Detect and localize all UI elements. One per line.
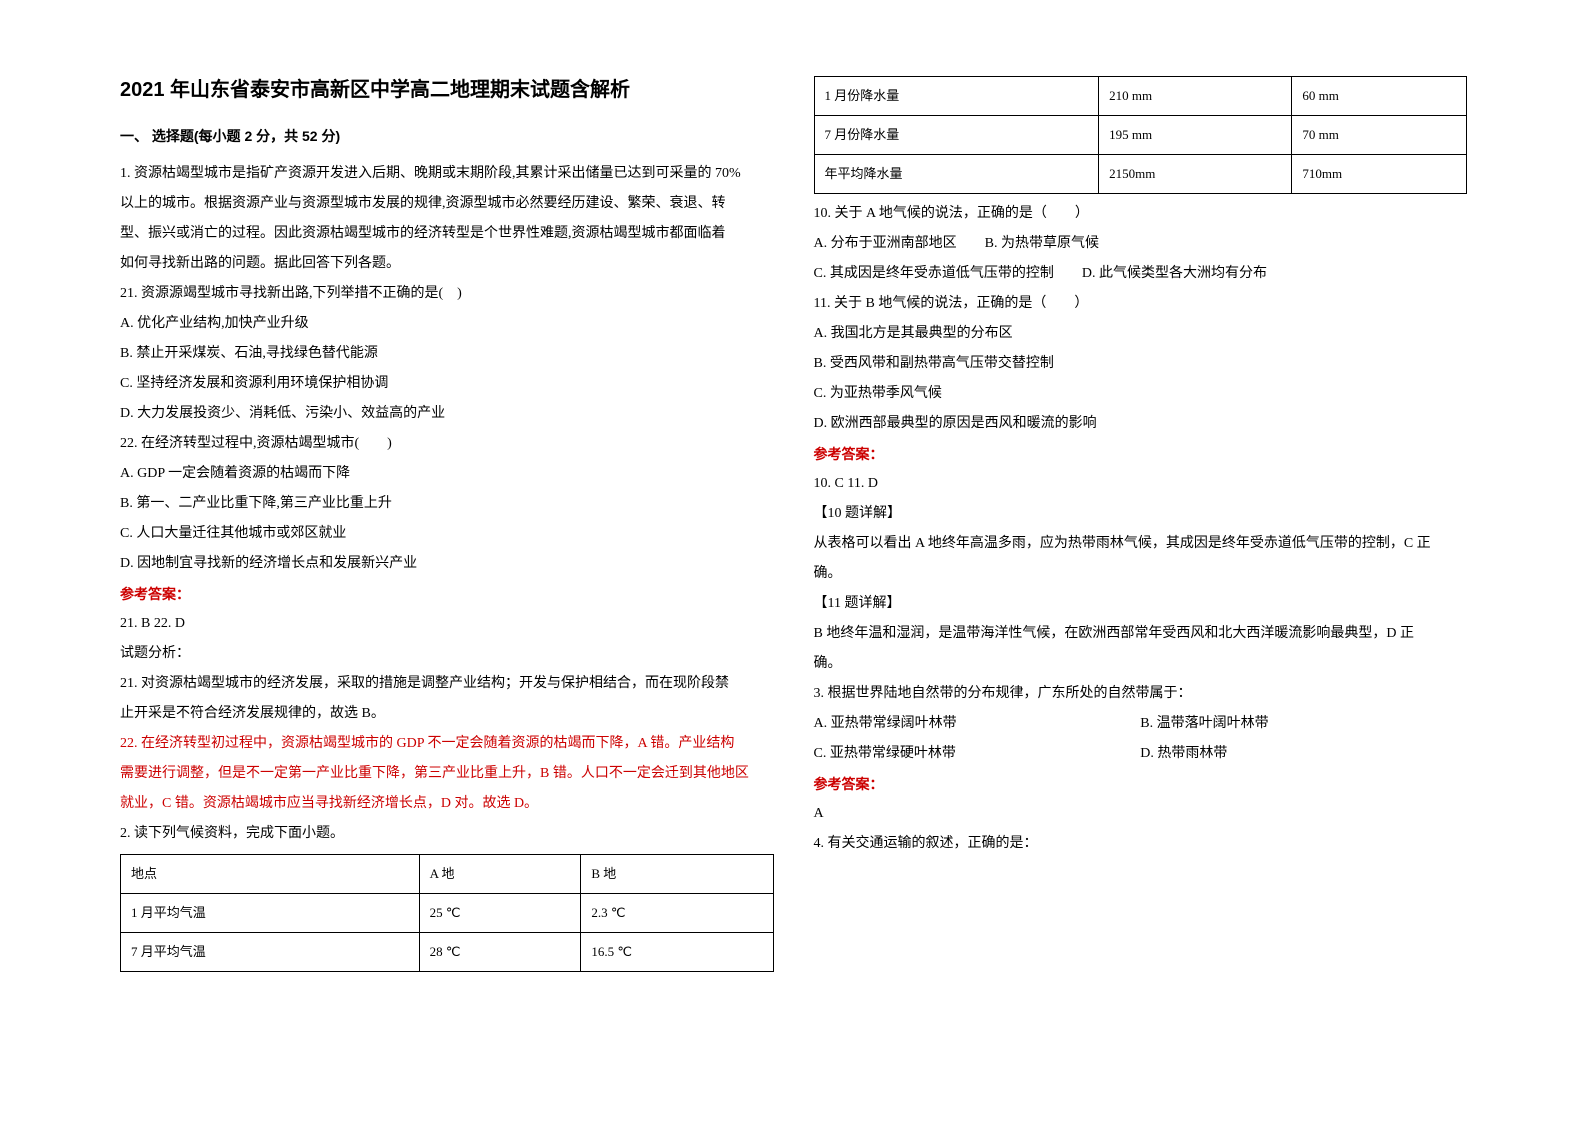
- q1-stem: 1. 资源枯竭型城市是指矿产资源开发进入后期、晚期或末期阶段,其累计采出储量已达…: [120, 160, 774, 188]
- q1-opt: D. 大力发展投资少、消耗低、污染小、效益高的产业: [120, 400, 774, 428]
- q1-stem: 以上的城市。根据资源产业与资源型城市发展的规律,资源型城市必然要经历建设、繁荣、…: [120, 190, 774, 218]
- table-row: 7 月份降水量 195 mm 70 mm: [814, 116, 1467, 155]
- answer-label: 参考答案：: [120, 580, 774, 608]
- q1-answer: 21. B 22. D: [120, 610, 774, 638]
- q3-answer: A: [814, 800, 1468, 828]
- analysis-head: 试题分析：: [120, 640, 774, 668]
- q1-analysis: 22. 在经济转型初过程中，资源枯竭型城市的 GDP 不一定会随着资源的枯竭而下…: [120, 730, 774, 758]
- table-cell: 1 月份降水量: [814, 77, 1099, 116]
- q3-opt-c: C. 亚热带常绿硬叶林带: [814, 740, 1141, 768]
- q1-analysis: 需要进行调整，但是不一定第一产业比重下降，第三产业比重上升，B 错。人口不一定会…: [120, 760, 774, 788]
- q1-opt: C. 坚持经济发展和资源利用环境保护相协调: [120, 370, 774, 398]
- climate-table-part1: 地点 A 地 B 地 1 月平均气温 25 ℃ 2.3 ℃ 7 月平均气温 28…: [120, 854, 774, 972]
- q1-sub22: 22. 在经济转型过程中,资源枯竭型城市( ): [120, 430, 774, 458]
- table-row: 地点 A 地 B 地: [121, 855, 774, 894]
- q1-opt: B. 禁止开采煤炭、石油,寻找绿色替代能源: [120, 340, 774, 368]
- table-cell: 2150mm: [1099, 155, 1292, 194]
- q2-explain: 确。: [814, 560, 1468, 588]
- table-row: 1 月平均气温 25 ℃ 2.3 ℃: [121, 894, 774, 933]
- table-cell: 70 mm: [1292, 116, 1467, 155]
- table-cell: 16.5 ℃: [581, 933, 773, 972]
- q3-options-row: C. 亚热带常绿硬叶林带 D. 热带雨林带: [814, 740, 1468, 768]
- q2-opt: B. 受西风带和副热带高气压带交替控制: [814, 350, 1468, 378]
- q1-opt: C. 人口大量迁往其他城市或郊区就业: [120, 520, 774, 548]
- q2-explain: 从表格可以看出 A 地终年高温多雨，应为热带雨林气候，其成因是终年受赤道低气压带…: [814, 530, 1468, 558]
- table-cell: 210 mm: [1099, 77, 1292, 116]
- q2-sub10: 10. 关于 A 地气候的说法，正确的是（ ）: [814, 200, 1468, 228]
- q2-opt: A. 分布于亚洲南部地区 B. 为热带草原气候: [814, 230, 1468, 258]
- q2-explain-head: 【10 题详解】: [814, 500, 1468, 528]
- table-cell: 7 月份降水量: [814, 116, 1099, 155]
- answer-label: 参考答案：: [814, 770, 1468, 798]
- q1-analysis: 就业，C 错。资源枯竭城市应当寻找新经济增长点，D 对。故选 D。: [120, 790, 774, 818]
- section-heading: 一、 选择题(每小题 2 分，共 52 分): [120, 122, 774, 150]
- q1-stem: 如何寻找新出路的问题。据此回答下列各题。: [120, 250, 774, 278]
- q2-explain: 确。: [814, 650, 1468, 678]
- table-cell: 195 mm: [1099, 116, 1292, 155]
- right-column: 1 月份降水量 210 mm 60 mm 7 月份降水量 195 mm 70 m…: [794, 70, 1488, 1082]
- q1-opt: B. 第一、二产业比重下降,第三产业比重上升: [120, 490, 774, 518]
- q2-opt: C. 为亚热带季风气候: [814, 380, 1468, 408]
- table-cell: 28 ℃: [419, 933, 581, 972]
- table-cell: A 地: [419, 855, 581, 894]
- q1-stem: 型、振兴或消亡的过程。因此资源枯竭型城市的经济转型是个世界性难题,资源枯竭型城市…: [120, 220, 774, 248]
- q1-opt: A. 优化产业结构,加快产业升级: [120, 310, 774, 338]
- q1-analysis: 止开采是不符合经济发展规律的，故选 B。: [120, 700, 774, 728]
- q2-opt: A. 我国北方是其最典型的分布区: [814, 320, 1468, 348]
- q2-opt: D. 欧洲西部最典型的原因是西风和暖流的影响: [814, 410, 1468, 438]
- doc-title: 2021 年山东省泰安市高新区中学高二地理期末试题含解析: [120, 70, 774, 110]
- table-cell: 25 ℃: [419, 894, 581, 933]
- q2-explain-head: 【11 题详解】: [814, 590, 1468, 618]
- q1-analysis: 21. 对资源枯竭型城市的经济发展，采取的措施是调整产业结构；开发与保护相结合，…: [120, 670, 774, 698]
- table-row: 7 月平均气温 28 ℃ 16.5 ℃: [121, 933, 774, 972]
- q4-stem: 4. 有关交通运输的叙述，正确的是：: [814, 830, 1468, 858]
- q1-sub21: 21. 资源源竭型城市寻找新出路,下列举措不正确的是( ): [120, 280, 774, 308]
- q2-sub11: 11. 关于 B 地气候的说法，正确的是（ ）: [814, 290, 1468, 318]
- q2-answer: 10. C 11. D: [814, 470, 1468, 498]
- table-cell: 710mm: [1292, 155, 1467, 194]
- left-column: 2021 年山东省泰安市高新区中学高二地理期末试题含解析 一、 选择题(每小题 …: [100, 70, 794, 1082]
- table-row: 年平均降水量 2150mm 710mm: [814, 155, 1467, 194]
- q3-opt-b: B. 温带落叶阔叶林带: [1140, 710, 1467, 738]
- table-cell: 2.3 ℃: [581, 894, 773, 933]
- table-cell: 7 月平均气温: [121, 933, 420, 972]
- q3-stem: 3. 根据世界陆地自然带的分布规律，广东所处的自然带属于：: [814, 680, 1468, 708]
- q1-opt: A. GDP 一定会随着资源的枯竭而下降: [120, 460, 774, 488]
- table-cell: 60 mm: [1292, 77, 1467, 116]
- table-cell: 1 月平均气温: [121, 894, 420, 933]
- table-cell: 地点: [121, 855, 420, 894]
- table-row: 1 月份降水量 210 mm 60 mm: [814, 77, 1467, 116]
- q3-options-row: A. 亚热带常绿阔叶林带 B. 温带落叶阔叶林带: [814, 710, 1468, 738]
- answer-label: 参考答案：: [814, 440, 1468, 468]
- q2-explain: B 地终年温和湿润，是温带海洋性气候，在欧洲西部常年受西风和北大西洋暖流影响最典…: [814, 620, 1468, 648]
- table-cell: B 地: [581, 855, 773, 894]
- q2-opt: C. 其成因是终年受赤道低气压带的控制 D. 此气候类型各大洲均有分布: [814, 260, 1468, 288]
- climate-table-part2: 1 月份降水量 210 mm 60 mm 7 月份降水量 195 mm 70 m…: [814, 76, 1468, 194]
- q2-stem: 2. 读下列气候资料，完成下面小题。: [120, 820, 774, 848]
- q1-opt: D. 因地制宜寻找新的经济增长点和发展新兴产业: [120, 550, 774, 578]
- q3-opt-d: D. 热带雨林带: [1140, 740, 1467, 768]
- table-cell: 年平均降水量: [814, 155, 1099, 194]
- q3-opt-a: A. 亚热带常绿阔叶林带: [814, 710, 1141, 738]
